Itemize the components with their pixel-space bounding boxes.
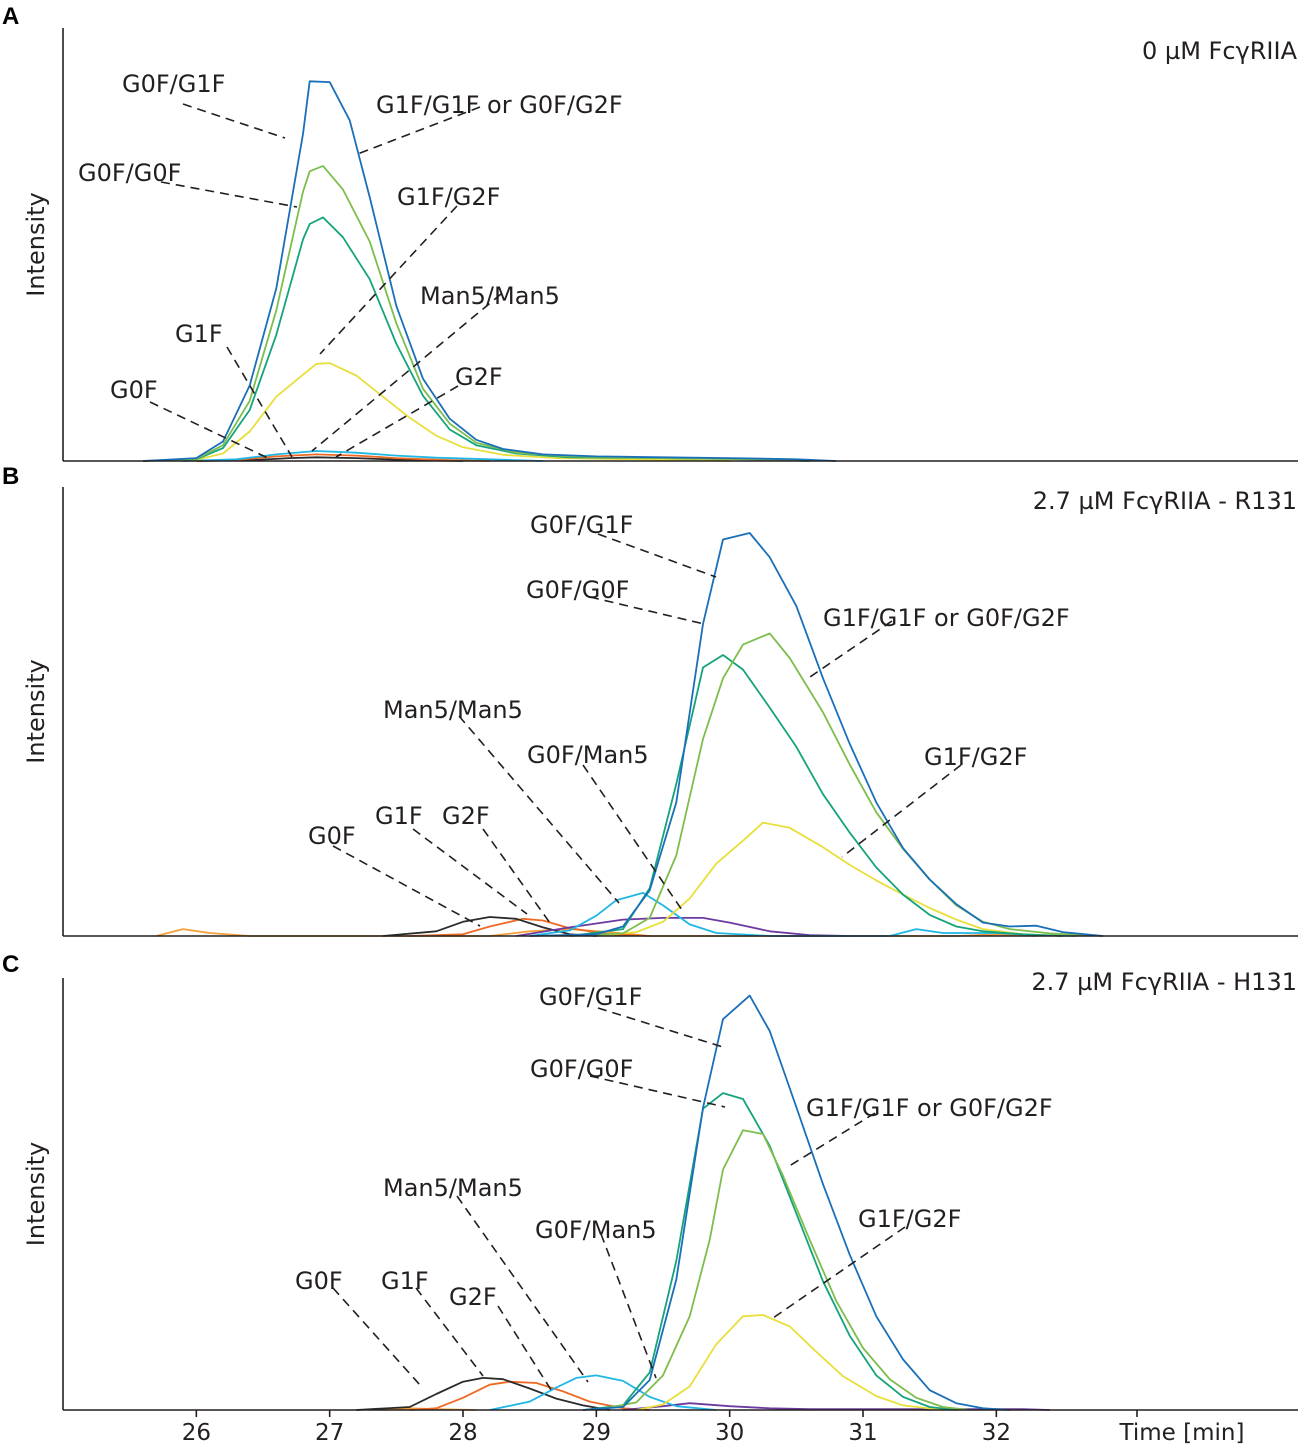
annotation-label-g2f: G2F <box>455 363 503 391</box>
annotation-leader-g0f-g1f <box>182 103 286 139</box>
annotation-leader-g0f-g1f <box>597 533 717 578</box>
annotation-leader-g0f-g0f <box>589 1075 726 1108</box>
panel-a: A 0 µM FcγRIIA Intensity G0F/G1F G1F/G1F or … <box>2 3 1298 462</box>
annotation-label-g0f-g0f: G0F/G0F <box>78 159 181 187</box>
annotation-leader-g1f-g1f-or-g0f-g2f <box>806 620 893 680</box>
x-tick-label: 26 <box>182 1420 211 1446</box>
panel-condition-title: 0 µM FcγRIIA <box>1142 37 1298 65</box>
series-line-g0f-g0f <box>142 216 810 462</box>
x-axis-label: Time [min] <box>1119 1420 1245 1446</box>
panel-condition-title: 2.7 µM FcγRIIA - R131 <box>1033 487 1297 515</box>
series-group <box>156 532 1104 937</box>
series-line-g0f-g0f <box>582 1092 957 1411</box>
annotation-leader-g0f <box>149 401 271 460</box>
series-line-g1f-g2f <box>596 821 1064 937</box>
series-line-man5-man5 <box>489 1374 717 1411</box>
x-tick-label: 32 <box>982 1420 1011 1446</box>
annotation-leader-g1f <box>226 346 293 458</box>
x-axis-ticks: 26 27 28 29 30 31 32 Time [min] <box>182 1410 1245 1446</box>
series-line-g0f-g1f <box>582 994 1010 1411</box>
annotation-leader-g2f <box>335 385 459 458</box>
annotation-label-g1f-g1f-or-g0f-g2f: G1F/G1F or G0F/G2F <box>376 91 623 119</box>
annotation-label-g1f-g2f: G1F/G2F <box>924 743 1027 771</box>
panel-label-a: A <box>2 3 19 30</box>
x-tick-label: 27 <box>315 1420 344 1446</box>
annotation-leader-g0f-man5 <box>582 764 683 911</box>
annotation-leader-g0f-g0f <box>160 181 298 208</box>
annotation-leader-g0f <box>332 1287 421 1386</box>
series-line-g1f-g1f-or-g0f-g2f <box>142 165 810 462</box>
series-group <box>142 80 837 462</box>
annotation-label-g0f-g1f: G0F/G1F <box>122 70 225 98</box>
annotation-label-g0f: G0F <box>295 1267 343 1295</box>
annotation-label-g1f-g2f: G1F/G2F <box>397 183 500 211</box>
annotation-label-g1f: G1F <box>175 320 223 348</box>
panel-c: C2.7 µM FcγRIIA - H131IntensityG0F/G1FG0… <box>2 951 1298 1411</box>
annotation-label-man5-man5: Man5/Man5 <box>383 1174 523 1202</box>
annotation-leader-g1f-g1f-or-g0f-g2f <box>354 106 481 156</box>
annotation-label-g0f-g1f: G0F/G1F <box>530 511 633 539</box>
y-axis-label: Intensity <box>22 192 50 296</box>
series-line-g1f <box>409 1380 650 1411</box>
annotation-leader-man5-man5 <box>456 1195 589 1383</box>
x-tick-label: 31 <box>848 1420 877 1446</box>
annotation-label-man5-man5: Man5/Man5 <box>383 696 523 724</box>
annotation-label-g0f-g0f: G0F/G0F <box>530 1055 633 1083</box>
annotation-label-g2f: G2F <box>449 1283 497 1311</box>
annotation-leader-g0f-g1f <box>597 1007 727 1049</box>
annotation-label-g2f: G2F <box>442 802 490 830</box>
panel-label-b: B <box>2 463 19 490</box>
annotation-leader-man5-man5 <box>311 293 502 452</box>
annotation-group: G0F/G1F G1F/G1F or G0F/G2F G0F/G0F G1F/G2F M… <box>78 70 623 460</box>
annotation-label-g1f-g2f: G1F/G2F <box>858 1205 961 1233</box>
annotation-leader-g0f-g0f <box>589 596 705 625</box>
series-line-g0f <box>356 1377 610 1411</box>
series-line-g1f-g2f <box>142 362 730 462</box>
series-line-g0f <box>382 916 597 937</box>
series-line-g1f <box>409 917 650 937</box>
annotation-leader-g2f <box>482 828 551 924</box>
annotation-leader-g1f-g1f-or-g0f-g2f <box>785 1112 876 1169</box>
annotation-leader-g1f <box>412 828 528 915</box>
y-axis-label: Intensity <box>22 1142 50 1246</box>
series-line-g0f-g1f <box>529 532 1104 937</box>
annotation-leader-g0f <box>332 845 481 927</box>
annotation-label-g0f-g1f: G0F/G1F <box>539 983 642 1011</box>
x-tick-label: 29 <box>582 1420 611 1446</box>
x-tick-label: 28 <box>448 1420 477 1446</box>
series-line-man5-man5 <box>529 892 1077 937</box>
x-tick-label: 30 <box>715 1420 744 1446</box>
series-line-g0f-man5 <box>516 917 850 937</box>
annotation-leader-g1f-g2f <box>772 1226 906 1319</box>
series-group <box>356 994 1050 1411</box>
annotation-label-man5-man5: Man5/Man5 <box>420 282 560 310</box>
annotation-leader-g1f <box>415 1287 484 1377</box>
annotation-label-g0f-g0f: G0F/G0F <box>526 576 629 604</box>
series-line-g0f-g0f <box>569 654 1064 937</box>
annotation-group: G0F/G1F G0F/G0F G1F/G1F or G0F/G2F Man5/Man… <box>295 983 1053 1394</box>
annotation-label-g0f-man5: G0F/Man5 <box>535 1216 657 1244</box>
series-line-g1f-g1f-or-g0f-g2f <box>596 1129 970 1411</box>
annotation-leader-g2f <box>497 1305 554 1394</box>
series-line-g0f-g1f <box>142 80 837 462</box>
annotation-label-g1f: G1F <box>375 802 423 830</box>
series-line-man5-man5 <box>182 450 544 462</box>
annotation-label-g0f: G0F <box>308 822 356 850</box>
annotation-label-g1f-g1f-or-g0f-g2f: G1F/G1F or G0F/G2F <box>806 1094 1053 1122</box>
annotation-label-g1f: G1F <box>381 1267 429 1295</box>
annotation-leader-g1f-g2f <box>319 205 458 355</box>
series-line-g1f-g2f <box>636 1314 944 1411</box>
annotation-label-g1f-g1f-or-g0f-g2f: G1F/G1F or G0F/G2F <box>823 604 1070 632</box>
annotation-group: G0F/G1F G0F/G0F G1F/G1F or G0F/G2F Man5/Man… <box>308 511 1070 927</box>
annotation-leader-g1f-g2f <box>841 764 962 858</box>
panel-condition-title: 2.7 µM FcγRIIA - H131 <box>1031 968 1297 996</box>
y-axis-label: Intensity <box>22 659 50 763</box>
panel-b: B2.7 µM FcγRIIA - R131IntensityG0F/G1FG0… <box>2 463 1298 937</box>
annotation-leader-g0f-man5 <box>600 1233 657 1379</box>
annotation-leader-man5-man5 <box>458 715 620 904</box>
annotation-label-g0f: G0F <box>110 376 158 404</box>
annotation-label-g0f-man5: G0F/Man5 <box>527 741 649 769</box>
panel-label-c: C <box>2 951 19 978</box>
